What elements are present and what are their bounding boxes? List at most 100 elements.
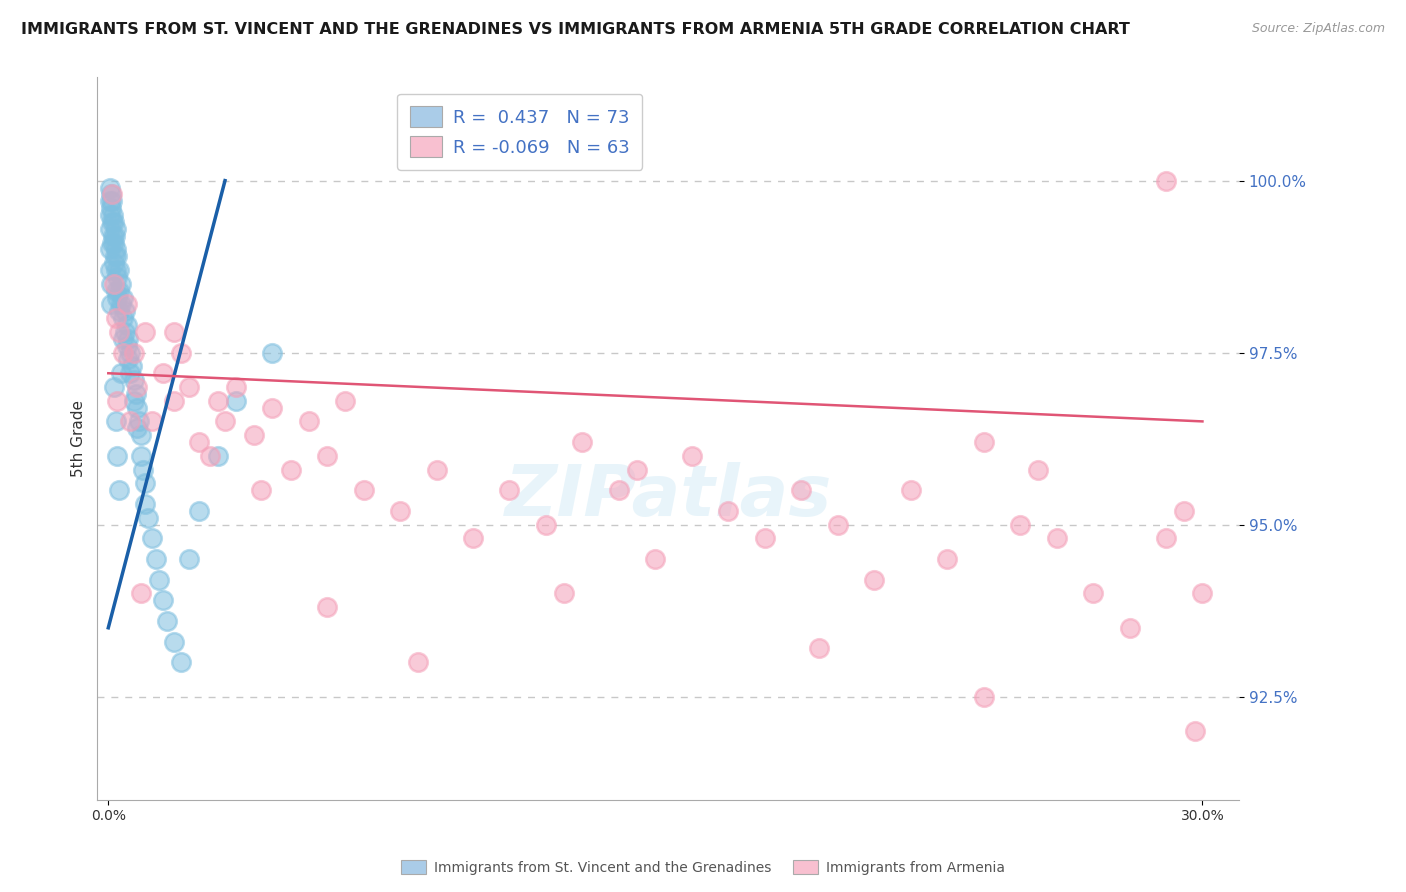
Point bbox=[101, 194, 124, 209]
Point bbox=[108, 325, 131, 339]
Point bbox=[107, 291, 129, 305]
Point bbox=[408, 655, 430, 669]
Point bbox=[120, 414, 142, 428]
Point bbox=[177, 380, 200, 394]
Point bbox=[110, 297, 132, 311]
Text: Source: ZipAtlas.com: Source: ZipAtlas.com bbox=[1251, 22, 1385, 36]
Point bbox=[129, 586, 152, 600]
Point bbox=[100, 297, 122, 311]
Point bbox=[973, 690, 995, 704]
Point bbox=[107, 393, 129, 408]
Point bbox=[1191, 586, 1213, 600]
Point bbox=[134, 476, 156, 491]
Point bbox=[110, 366, 132, 380]
Point bbox=[103, 215, 125, 229]
Point bbox=[250, 483, 273, 498]
Point bbox=[1045, 532, 1067, 546]
Point bbox=[553, 586, 575, 600]
Point bbox=[316, 600, 339, 615]
Point bbox=[117, 332, 139, 346]
Point bbox=[122, 393, 145, 408]
Point bbox=[121, 359, 143, 374]
Point bbox=[129, 449, 152, 463]
Point bbox=[1081, 586, 1104, 600]
Point bbox=[1010, 517, 1032, 532]
Point bbox=[163, 393, 186, 408]
Point bbox=[207, 393, 229, 408]
Point bbox=[156, 614, 179, 628]
Point bbox=[101, 187, 124, 202]
Point bbox=[103, 235, 125, 250]
Point bbox=[103, 256, 125, 270]
Point bbox=[108, 483, 131, 498]
Point bbox=[129, 428, 152, 442]
Point bbox=[141, 414, 163, 428]
Point bbox=[262, 401, 284, 415]
Point bbox=[498, 483, 520, 498]
Point bbox=[1173, 504, 1195, 518]
Point bbox=[98, 208, 121, 222]
Point bbox=[152, 593, 174, 607]
Legend: R =  0.437   N = 73, R = -0.069   N = 63: R = 0.437 N = 73, R = -0.069 N = 63 bbox=[396, 94, 643, 169]
Point bbox=[827, 517, 849, 532]
Legend: Immigrants from St. Vincent and the Grenadines, Immigrants from Armenia: Immigrants from St. Vincent and the Gren… bbox=[395, 855, 1011, 880]
Point bbox=[900, 483, 922, 498]
Point bbox=[225, 380, 247, 394]
Point bbox=[134, 497, 156, 511]
Point bbox=[120, 345, 142, 359]
Point bbox=[108, 304, 131, 318]
Point bbox=[111, 311, 134, 326]
Point bbox=[100, 277, 122, 291]
Point bbox=[114, 304, 136, 318]
Point bbox=[188, 435, 211, 450]
Point bbox=[145, 552, 167, 566]
Point bbox=[122, 373, 145, 387]
Point bbox=[104, 263, 127, 277]
Point bbox=[214, 414, 236, 428]
Point bbox=[163, 325, 186, 339]
Text: IMMIGRANTS FROM ST. VINCENT AND THE GRENADINES VS IMMIGRANTS FROM ARMENIA 5TH GR: IMMIGRANTS FROM ST. VINCENT AND THE GREN… bbox=[21, 22, 1130, 37]
Point bbox=[243, 428, 266, 442]
Point bbox=[461, 532, 484, 546]
Point bbox=[335, 393, 357, 408]
Point bbox=[225, 393, 247, 408]
Point bbox=[177, 552, 200, 566]
Point bbox=[117, 352, 139, 367]
Point bbox=[101, 235, 124, 250]
Point bbox=[122, 345, 145, 359]
Point bbox=[104, 311, 127, 326]
Point bbox=[98, 180, 121, 194]
Point bbox=[1026, 462, 1049, 476]
Point bbox=[128, 414, 150, 428]
Point bbox=[103, 277, 125, 291]
Point bbox=[120, 366, 142, 380]
Point bbox=[107, 249, 129, 263]
Point bbox=[111, 332, 134, 346]
Point bbox=[107, 269, 129, 284]
Point bbox=[262, 345, 284, 359]
Point bbox=[127, 401, 149, 415]
Point bbox=[111, 291, 134, 305]
Point bbox=[115, 297, 138, 311]
Point bbox=[115, 318, 138, 332]
Point bbox=[1184, 723, 1206, 738]
Point bbox=[104, 414, 127, 428]
Point bbox=[141, 532, 163, 546]
Point bbox=[607, 483, 630, 498]
Text: ZIPatlas: ZIPatlas bbox=[505, 462, 832, 531]
Point bbox=[98, 243, 121, 257]
Point bbox=[124, 387, 146, 401]
Point bbox=[973, 435, 995, 450]
Point bbox=[104, 249, 127, 263]
Point bbox=[103, 380, 125, 394]
Point bbox=[108, 263, 131, 277]
Point bbox=[425, 462, 447, 476]
Point bbox=[1154, 173, 1177, 187]
Point bbox=[152, 366, 174, 380]
Point bbox=[790, 483, 813, 498]
Point bbox=[114, 325, 136, 339]
Point bbox=[808, 641, 831, 656]
Point bbox=[104, 243, 127, 257]
Point bbox=[207, 449, 229, 463]
Point bbox=[200, 449, 222, 463]
